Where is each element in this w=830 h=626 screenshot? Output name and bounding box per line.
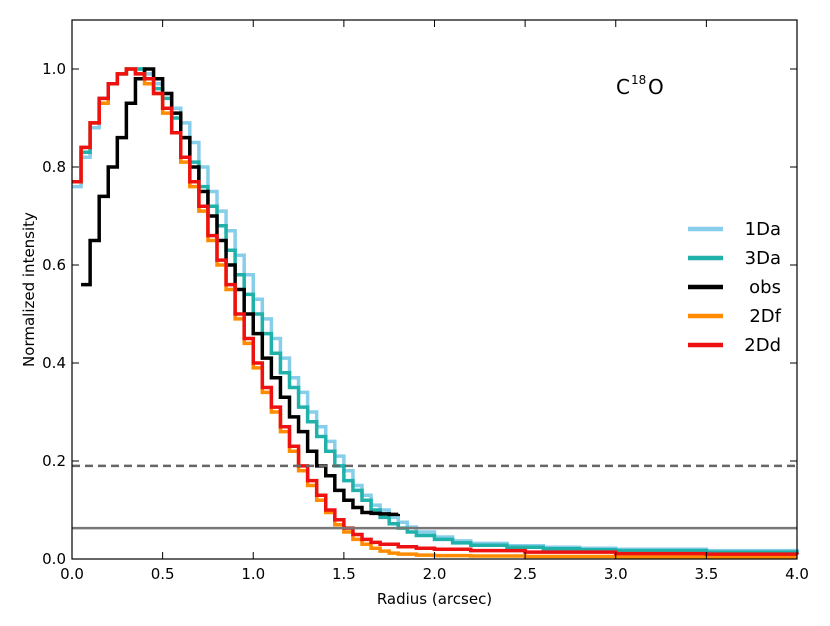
x-axis-label: Radius (arcsec) — [377, 590, 492, 608]
legend-label-obs: obs — [749, 277, 781, 298]
x-tick-label: 2.0 — [423, 565, 447, 583]
x-tick-label: 3.5 — [694, 565, 718, 583]
x-tick-label: 2.5 — [513, 565, 537, 583]
ticks: 0.0 0.5 1.0 1.5 2.0 2.5 3.0 3.5 4.0 0.0 0.2 0.4 0.6 0… — [42, 20, 809, 583]
annotation-tail: O — [648, 75, 664, 99]
x-tick-label: 3.0 — [604, 565, 628, 583]
x-tick-label: 0.5 — [151, 565, 175, 583]
molecule-annotation: C 18 O — [616, 73, 664, 99]
y-tick-label: 0.4 — [42, 354, 66, 372]
legend-label-1Da: 1Da — [745, 219, 781, 240]
series-line-obs — [81, 67, 400, 517]
y-tick-label: 0.8 — [42, 158, 66, 176]
y-tick-label: 0.6 — [42, 256, 66, 274]
x-tick-label: 1.5 — [332, 565, 356, 583]
annotation-superscript: 18 — [631, 73, 646, 87]
x-tick-label: 4.0 — [785, 565, 809, 583]
legend-label-2Df: 2Df — [749, 306, 781, 327]
series-layer — [72, 67, 799, 559]
y-tick-label: 0.0 — [42, 550, 66, 568]
legend: 1Da 3Da obs 2Df 2Dd — [688, 219, 782, 356]
y-tick-label: 0.2 — [42, 452, 66, 470]
annotation-main: C — [616, 75, 630, 99]
legend-label-2Dd: 2Dd — [744, 335, 781, 356]
plot-frame — [71, 19, 798, 560]
y-axis-label: Normalized intensity — [20, 212, 38, 367]
legend-label-3Da: 3Da — [745, 248, 781, 269]
x-tick-label: 1.0 — [241, 565, 265, 583]
y-tick-label: 1.0 — [42, 60, 66, 78]
series-line-2Dd — [72, 67, 799, 556]
series-line-1Da — [72, 67, 799, 553]
x-tick-label: 0.0 — [60, 565, 84, 583]
reference-lines — [72, 464, 797, 530]
